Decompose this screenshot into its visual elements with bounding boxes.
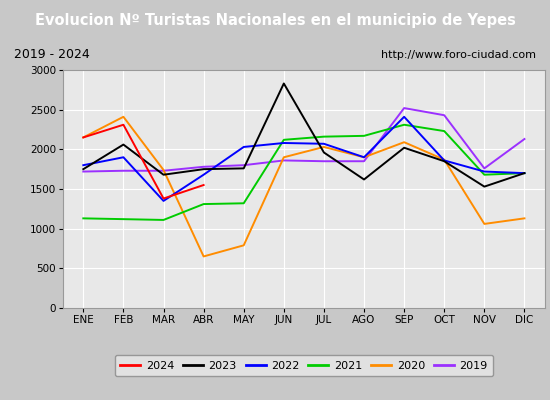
Text: http://www.foro-ciudad.com: http://www.foro-ciudad.com [381,50,536,60]
Legend: 2024, 2023, 2022, 2021, 2020, 2019: 2024, 2023, 2022, 2021, 2020, 2019 [114,355,493,376]
Text: Evolucion Nº Turistas Nacionales en el municipio de Yepes: Evolucion Nº Turistas Nacionales en el m… [35,14,515,28]
Text: 2019 - 2024: 2019 - 2024 [14,48,89,61]
